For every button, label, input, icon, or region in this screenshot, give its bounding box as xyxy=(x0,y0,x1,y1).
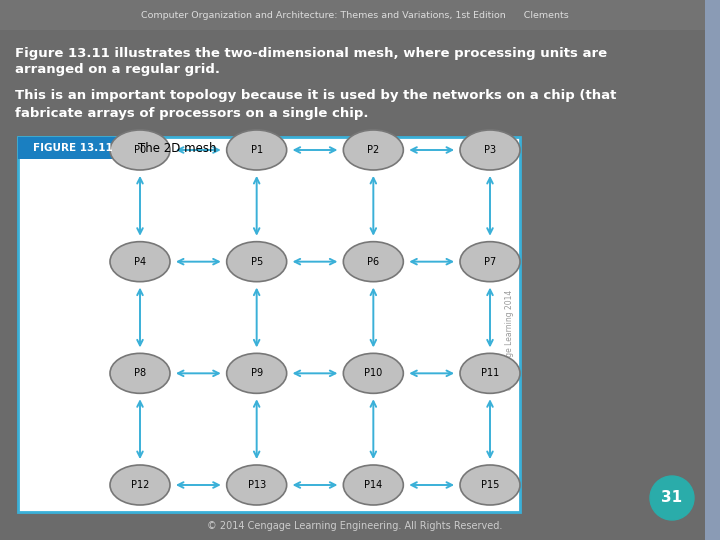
Text: arranged on a regular grid.: arranged on a regular grid. xyxy=(15,64,220,77)
Ellipse shape xyxy=(110,130,170,170)
Ellipse shape xyxy=(110,465,170,505)
Text: Computer Organization and Architecture: Themes and Variations, 1st Edition      : Computer Organization and Architecture: … xyxy=(141,10,569,19)
Text: P3: P3 xyxy=(484,145,496,155)
Ellipse shape xyxy=(110,242,170,282)
Text: P15: P15 xyxy=(481,480,499,490)
Ellipse shape xyxy=(343,130,403,170)
Text: This is an important topology because it is used by the networks on a chip (that: This is an important topology because it… xyxy=(15,90,616,103)
Text: P1: P1 xyxy=(251,145,263,155)
Text: P11: P11 xyxy=(481,368,499,379)
Circle shape xyxy=(650,476,694,520)
Text: FIGURE 13.11: FIGURE 13.11 xyxy=(33,143,113,153)
Text: 31: 31 xyxy=(662,490,683,505)
Text: Figure 13.11 illustrates the two-dimensional mesh, where processing units are: Figure 13.11 illustrates the two-dimensi… xyxy=(15,46,607,59)
Bar xyxy=(18,137,520,512)
Text: P12: P12 xyxy=(131,480,149,490)
Text: P13: P13 xyxy=(248,480,266,490)
Ellipse shape xyxy=(343,465,403,505)
Ellipse shape xyxy=(460,353,520,393)
Bar xyxy=(18,137,128,159)
Ellipse shape xyxy=(110,353,170,393)
Text: fabricate arrays of processors on a single chip.: fabricate arrays of processors on a sing… xyxy=(15,106,369,119)
Ellipse shape xyxy=(343,242,403,282)
Text: © Cengage Learning 2014: © Cengage Learning 2014 xyxy=(505,289,515,390)
Text: © 2014 Cengage Learning Engineering. All Rights Reserved.: © 2014 Cengage Learning Engineering. All… xyxy=(207,521,503,531)
Text: The 2D mesh: The 2D mesh xyxy=(138,141,217,154)
Ellipse shape xyxy=(343,353,403,393)
Text: P8: P8 xyxy=(134,368,146,379)
Text: P2: P2 xyxy=(367,145,379,155)
Bar xyxy=(705,0,720,540)
Bar xyxy=(0,0,705,30)
Ellipse shape xyxy=(227,130,287,170)
Text: P14: P14 xyxy=(364,480,382,490)
Ellipse shape xyxy=(460,130,520,170)
Text: P9: P9 xyxy=(251,368,263,379)
Text: P5: P5 xyxy=(251,256,263,267)
Text: P7: P7 xyxy=(484,256,496,267)
Text: P6: P6 xyxy=(367,256,379,267)
Ellipse shape xyxy=(460,465,520,505)
Text: P10: P10 xyxy=(364,368,382,379)
Ellipse shape xyxy=(460,242,520,282)
Text: P0: P0 xyxy=(134,145,146,155)
Ellipse shape xyxy=(227,242,287,282)
Text: P4: P4 xyxy=(134,256,146,267)
Ellipse shape xyxy=(227,353,287,393)
Ellipse shape xyxy=(227,465,287,505)
